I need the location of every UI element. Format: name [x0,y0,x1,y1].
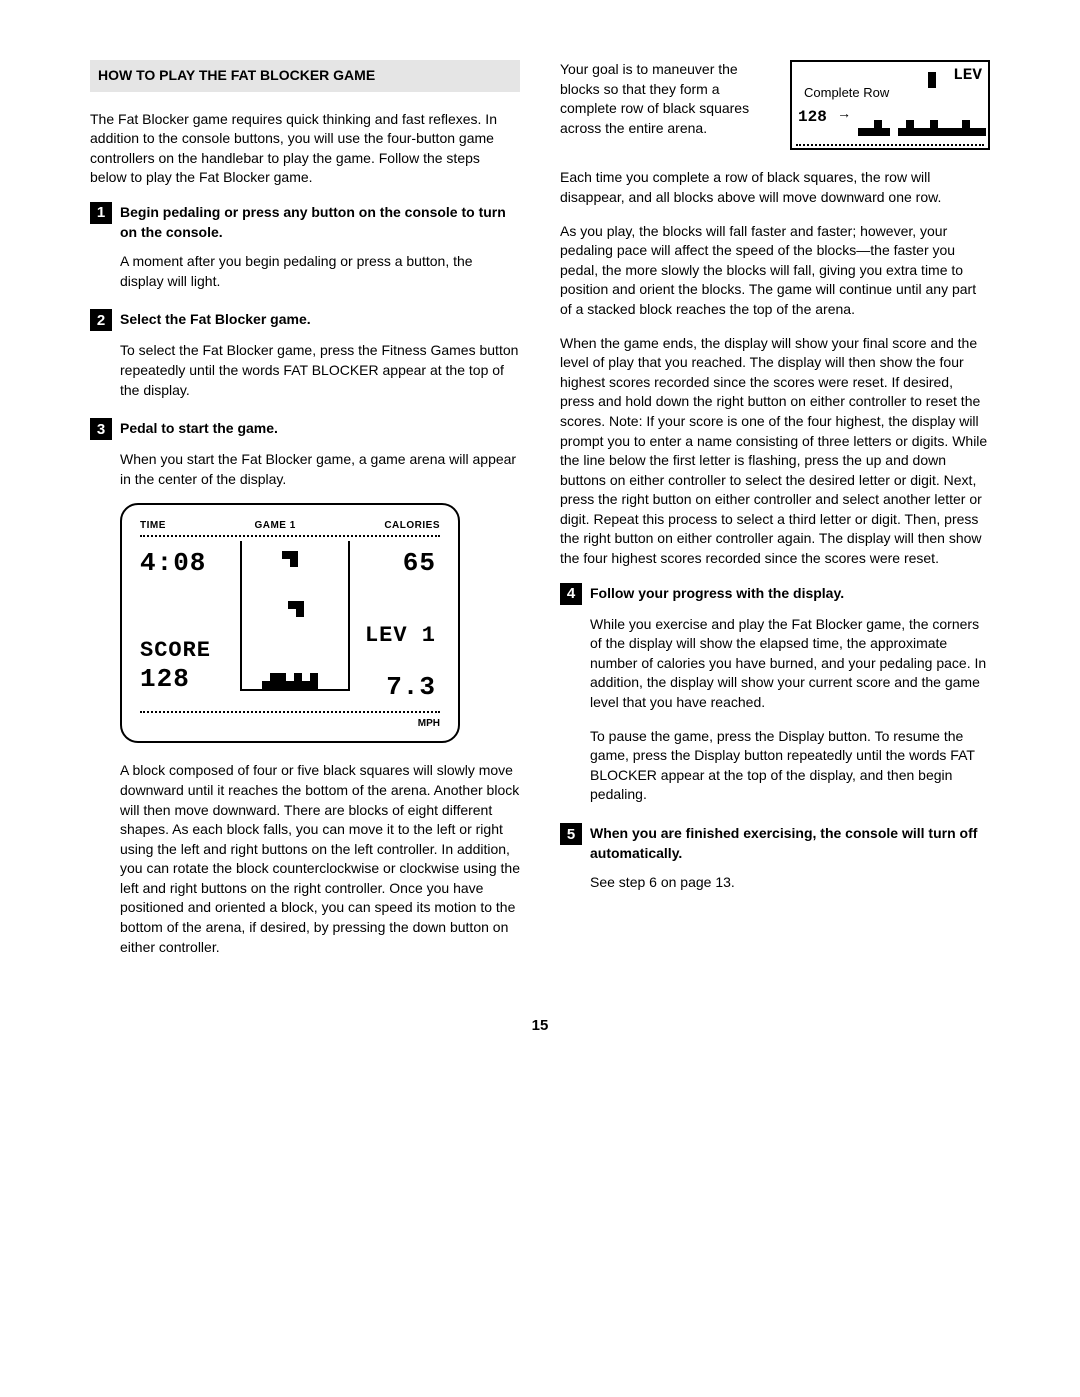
step-number-box: 5 [560,823,582,845]
lcd-label-time: TIME [140,519,166,533]
lcd-label-calories: CALORIES [384,519,440,533]
paragraph-speed: As you play, the blocks will fall faster… [560,222,990,320]
step-body-text: When you start the Fat Blocker game, a g… [120,450,520,489]
step-number-box: 4 [560,583,582,605]
step-body-text: While you exercise and play the Fat Bloc… [590,615,990,713]
step-body-text: To pause the game, press the Display but… [590,727,990,805]
step-4: 4 Follow your progress with the display.… [560,583,990,805]
paragraph-game-end: When the game ends, the display will sho… [560,334,990,569]
lcd-calories-value: 65 [403,545,436,581]
step-1: 1 Begin pedaling or press any button on … [90,202,520,291]
lcd-level-value: LEV 1 [365,621,436,652]
mini-lev: LEV [953,64,982,86]
lcd-main-area: 4:08 65 LEV 1 SCORE 128 7.3 [140,541,440,711]
section-header: HOW TO PLAY THE FAT BLOCKER GAME [90,60,520,92]
mini-block-stack [798,112,982,142]
step-title: When you are finished exercising, the co… [590,823,990,863]
mini-complete-row-label: Complete Row [804,84,889,102]
right-column: Your goal is to maneuver the blocks so t… [560,60,990,975]
step-title: Select the Fat Blocker game. [120,309,311,330]
page-number: 15 [90,1015,990,1036]
step-title: Begin pedaling or press any button on th… [120,202,520,242]
step-number-box: 1 [90,202,112,224]
step-body-text: A moment after you begin pedaling or pre… [120,252,520,291]
lcd-label-game: GAME 1 [254,519,295,533]
lcd-mph-value: 7.3 [386,669,436,705]
paragraph-row-clear: Each time you complete a row of black sq… [560,168,990,207]
step-title: Follow your progress with the display. [590,583,844,604]
step-number-box: 2 [90,309,112,331]
step-body-text: To select the Fat Blocker game, press th… [120,341,520,400]
goal-row: Your goal is to maneuver the blocks so t… [560,60,990,152]
step-2: 2 Select the Fat Blocker game. To select… [90,309,520,400]
step-3: 3 Pedal to start the game. When you star… [90,418,520,957]
step-5: 5 When you are finished exercising, the … [560,823,990,893]
step-body-text: See step 6 on page 13. [590,873,990,893]
goal-text: Your goal is to maneuver the blocks so t… [560,60,778,138]
lcd-time-value: 4:08 [140,545,206,581]
lcd-display-figure: TIME GAME 1 CALORIES [120,503,460,743]
mini-lcd-figure: LEV Complete Row 128 → [790,60,990,150]
lcd-score-value: 128 [140,661,190,697]
step-number-box: 3 [90,418,112,440]
lcd-game-arena [240,541,350,691]
left-column: HOW TO PLAY THE FAT BLOCKER GAME The Fat… [90,60,520,975]
step-title: Pedal to start the game. [120,418,278,439]
lcd-label-mph: MPH [140,717,440,731]
step-body-text: A block composed of four or five black s… [120,761,520,957]
intro-paragraph: The Fat Blocker game requires quick thin… [90,110,520,188]
two-column-layout: HOW TO PLAY THE FAT BLOCKER GAME The Fat… [90,60,990,975]
